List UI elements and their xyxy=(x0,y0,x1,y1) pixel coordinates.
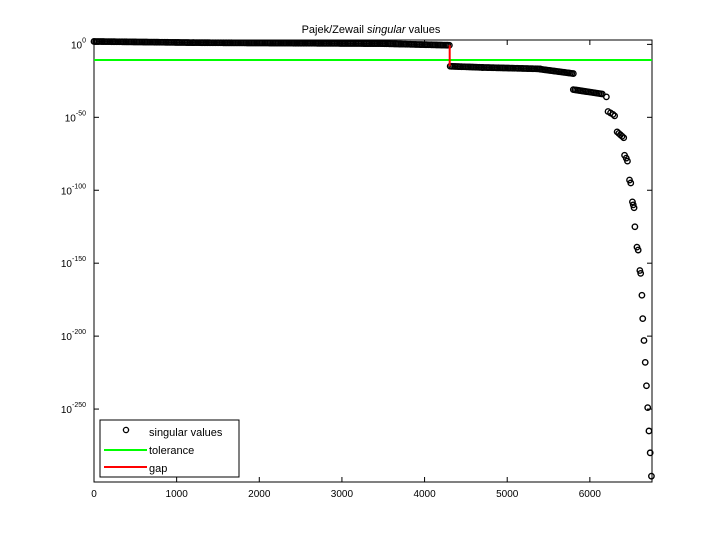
legend-marker-singular-values xyxy=(122,426,130,434)
singular-value-point xyxy=(569,70,577,77)
legend-label-tolerance: tolerance xyxy=(149,445,194,457)
singular-value-point xyxy=(645,427,653,435)
x-tick-label: 6000 xyxy=(579,489,602,500)
y-tick-label: 10-200 xyxy=(61,329,86,343)
singular-value-point xyxy=(648,472,655,480)
singular-value-point xyxy=(638,291,646,299)
singular-value-point xyxy=(624,157,631,165)
plot-area xyxy=(93,39,653,483)
singular-value-point xyxy=(627,179,635,187)
singular-value-point xyxy=(630,204,638,212)
y-tick-label: 100 xyxy=(71,37,86,51)
singular-value-point xyxy=(620,134,628,142)
singular-value-point xyxy=(639,315,647,323)
y-tick-label: 10-150 xyxy=(61,256,86,270)
x-tick-label: 2000 xyxy=(248,489,271,500)
y-tick-label: 10-100 xyxy=(61,183,86,197)
y-tick-label: 10-250 xyxy=(61,402,86,416)
x-tick-label: 0 xyxy=(91,489,97,500)
singular-value-point xyxy=(637,269,645,277)
singular-value-point xyxy=(629,198,636,206)
singular-value-point xyxy=(609,110,617,118)
legend-label-singular-values: singular values xyxy=(149,427,223,439)
y-tick-label: 10-50 xyxy=(65,110,86,124)
chart-title: Pajek/Zewail singular values xyxy=(302,24,441,36)
data-layer xyxy=(90,38,655,480)
axis-ticks: 0 1000 2000 3000 4000 5000 6000 100 10-50 10-100 1… xyxy=(61,37,652,500)
x-tick-label: 5000 xyxy=(496,489,519,500)
singular-value-point xyxy=(629,201,637,209)
singular-value-point xyxy=(640,337,648,344)
singular-value-point xyxy=(644,404,652,412)
singular-value-point xyxy=(646,449,654,457)
singular-value-point xyxy=(618,132,626,140)
singular-value-point xyxy=(631,223,639,231)
legend: singular values tolerance gap xyxy=(99,419,240,478)
legend-label-gap: gap xyxy=(149,463,167,475)
singular-value-point xyxy=(634,246,642,254)
singular-value-point xyxy=(636,267,644,274)
singular-value-point xyxy=(641,358,649,366)
singular-value-point xyxy=(643,382,650,390)
singular-value-point xyxy=(611,112,619,120)
x-tick-label: 3000 xyxy=(331,489,354,500)
x-tick-label: 1000 xyxy=(166,489,189,500)
x-tick-label: 4000 xyxy=(413,489,436,500)
singular-value-point xyxy=(602,93,610,101)
